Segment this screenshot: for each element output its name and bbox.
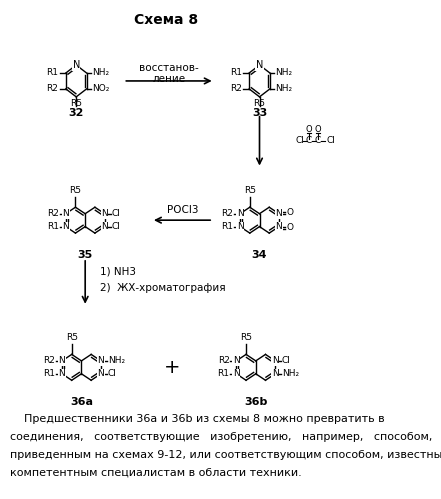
Text: C: C: [306, 136, 312, 145]
Text: 36a: 36a: [70, 397, 93, 407]
Text: Схема 8: Схема 8: [134, 13, 198, 27]
Text: R2: R2: [218, 356, 230, 365]
Text: R5: R5: [240, 333, 252, 342]
Text: N: N: [101, 222, 108, 231]
Text: Cl: Cl: [112, 222, 120, 231]
Text: R1: R1: [230, 68, 242, 77]
Text: компетентным специалистам в области техники.: компетентным специалистам в области техн…: [11, 468, 302, 478]
Text: R2: R2: [46, 84, 58, 93]
Text: O: O: [314, 125, 321, 134]
Text: соединения,   соответствующие   изобретению,   например,   способом,: соединения, соответствующие изобретению,…: [11, 432, 433, 442]
Text: Cl: Cl: [112, 209, 120, 218]
Text: N: N: [59, 369, 65, 378]
Text: R2: R2: [230, 84, 242, 93]
Text: R1: R1: [221, 222, 233, 231]
Text: N: N: [272, 369, 279, 378]
Text: R1: R1: [217, 369, 230, 378]
Text: N: N: [97, 356, 104, 365]
Text: C: C: [315, 136, 321, 145]
Text: NH₂: NH₂: [92, 68, 109, 77]
Text: 1) NH3: 1) NH3: [100, 267, 136, 277]
Text: N: N: [233, 356, 240, 365]
Text: N: N: [276, 209, 282, 218]
Text: N: N: [72, 60, 80, 70]
Text: 33: 33: [252, 108, 267, 118]
Text: NH₂: NH₂: [282, 369, 299, 378]
Text: R2: R2: [43, 356, 55, 365]
Text: NH₂: NH₂: [275, 68, 292, 77]
Text: POCl3: POCl3: [167, 205, 198, 215]
Text: N: N: [272, 356, 279, 365]
Text: восстанов-: восстанов-: [139, 63, 199, 73]
Text: R1: R1: [46, 68, 58, 77]
Text: NH₂: NH₂: [108, 356, 125, 365]
Text: N: N: [276, 222, 282, 231]
Text: +: +: [164, 358, 180, 377]
Text: R2: R2: [47, 209, 59, 218]
Text: O: O: [287, 223, 293, 232]
Text: 35: 35: [78, 250, 93, 260]
Text: N: N: [59, 356, 65, 365]
Text: приведенным на схемах 9-12, или соответствующим способом, известным: приведенным на схемах 9-12, или соответс…: [11, 450, 441, 460]
Text: R1: R1: [43, 369, 55, 378]
Text: 36b: 36b: [244, 397, 267, 407]
Text: N: N: [62, 209, 69, 218]
Text: N: N: [101, 209, 108, 218]
Text: 34: 34: [252, 250, 267, 260]
Text: R2: R2: [221, 209, 233, 218]
Text: NO₂: NO₂: [92, 84, 109, 93]
Text: R5: R5: [70, 186, 82, 195]
Text: N: N: [62, 222, 69, 231]
Text: Cl: Cl: [327, 136, 336, 145]
Text: R5: R5: [254, 99, 265, 108]
Text: 32: 32: [68, 108, 84, 118]
Text: R5: R5: [66, 333, 78, 342]
Text: N: N: [256, 60, 263, 70]
Text: O: O: [306, 125, 312, 134]
Text: R5: R5: [244, 186, 256, 195]
Text: Cl: Cl: [282, 356, 291, 365]
Text: N: N: [97, 369, 104, 378]
Text: O: O: [287, 208, 293, 217]
Text: Cl: Cl: [295, 136, 304, 145]
Text: Cl: Cl: [108, 369, 116, 378]
Text: R5: R5: [70, 99, 82, 108]
Text: N: N: [237, 222, 243, 231]
Text: ление: ление: [153, 74, 186, 84]
Text: N: N: [237, 209, 243, 218]
Text: 2)  ЖХ-хроматография: 2) ЖХ-хроматография: [100, 283, 226, 293]
Text: Предшественники 36а и 36b из схемы 8 можно превратить в: Предшественники 36а и 36b из схемы 8 мож…: [11, 414, 385, 424]
Text: N: N: [233, 369, 240, 378]
Text: NH₂: NH₂: [275, 84, 292, 93]
Text: R1: R1: [47, 222, 59, 231]
